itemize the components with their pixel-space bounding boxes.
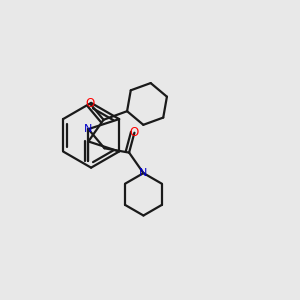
- Text: O: O: [86, 98, 95, 110]
- Text: O: O: [130, 126, 139, 139]
- Text: N: N: [139, 168, 148, 178]
- Text: N: N: [84, 124, 92, 134]
